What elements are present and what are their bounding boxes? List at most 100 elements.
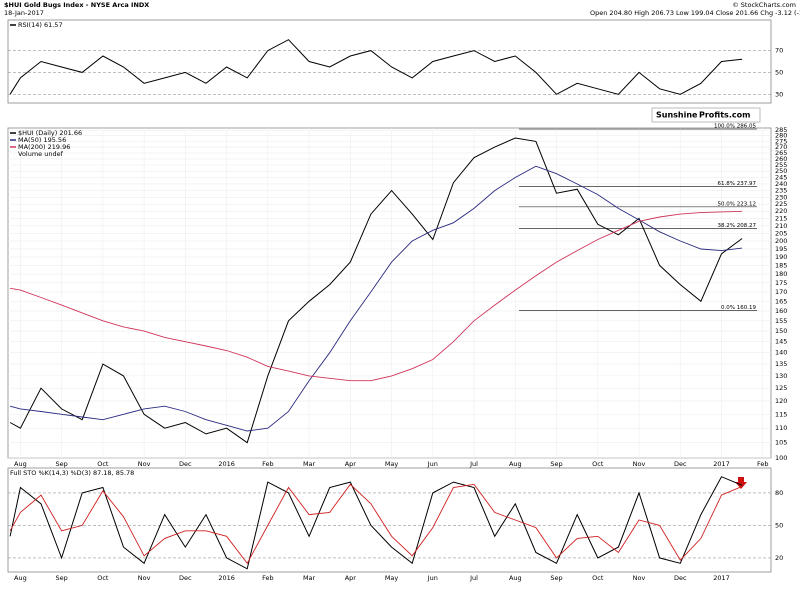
y-tick-label: 180 (775, 270, 787, 278)
y-tick-label: 185 (775, 261, 787, 269)
x-tick-label: Oct (97, 574, 109, 582)
y-tick-label: 165 (775, 297, 787, 305)
panel-frame (7, 19, 772, 104)
x-tick-label: May (385, 460, 399, 468)
y-tick-label: 170 (775, 288, 787, 296)
series-line (9, 165, 743, 432)
x-tick-label: Jun (427, 574, 438, 582)
y-tick-label: 220 (775, 207, 787, 215)
x-tick-label: 2016 (218, 574, 235, 582)
y-tick-label: 230 (775, 193, 787, 201)
y-tick-label: 260 (775, 155, 787, 163)
x-tick-label: Oct (592, 460, 604, 468)
legend-label: RSI(14) 61.57 (18, 21, 63, 29)
y-tick-label: 195 (775, 245, 787, 253)
y-tick-label: 145 (775, 338, 787, 346)
y-tick-label: 210 (775, 222, 787, 230)
x-tick-label: Oct (592, 574, 604, 582)
x-tick-label: Feb (262, 574, 274, 582)
y-tick-label: 140 (775, 349, 787, 357)
legend-label: Full STO %K(14,3) %D(3) 87.18, 85.78 (10, 469, 134, 477)
legend-label: MA(50) 195.56 (18, 136, 66, 144)
y-tick-label: 280 (775, 132, 787, 140)
x-tick-label: Dec (674, 460, 687, 468)
x-tick-label: Apr (345, 460, 357, 468)
x-tick-label: 2017 (713, 574, 730, 582)
x-tick-label: Nov (138, 460, 151, 468)
y-tick-label: 190 (775, 253, 787, 261)
series-line (9, 476, 743, 570)
y-tick-label: 105 (775, 439, 787, 447)
series-line (9, 39, 743, 95)
x-tick-label: Sep (550, 460, 562, 468)
y-tick-label: 70 (775, 47, 783, 55)
x-tick-label: Jun (427, 460, 438, 468)
chart-date: 18-Jan-2017 (4, 9, 44, 17)
y-tick-label: 50 (775, 521, 783, 529)
y-tick-label: 275 (775, 137, 787, 145)
y-tick-label: 125 (775, 384, 787, 392)
x-tick-label: Mar (303, 574, 316, 582)
x-tick-label: Feb (757, 460, 769, 468)
y-tick-label: 235 (775, 187, 787, 195)
x-tick-label: Dec (179, 574, 192, 582)
series-line (9, 483, 743, 565)
x-tick-label: Apr (345, 574, 357, 582)
arrow (735, 477, 747, 489)
y-tick-label: 100 (775, 454, 787, 462)
y-tick-label: 150 (775, 327, 787, 335)
x-tick-label: Mar (303, 460, 316, 468)
y-tick-label: 80 (775, 489, 783, 497)
y-tick-label: 215 (775, 214, 787, 222)
x-tick-label: Nov (633, 574, 646, 582)
x-tick-label: Jul (469, 460, 478, 468)
y-tick-label: 245 (775, 174, 787, 182)
x-tick-label: Nov (138, 574, 151, 582)
x-tick-label: Oct (97, 460, 109, 468)
y-tick-label: 160 (775, 307, 787, 315)
y-tick-label: 120 (775, 397, 787, 405)
y-tick-label: 50 (775, 68, 783, 76)
logo-part: Profits.com (699, 111, 750, 120)
x-tick-label: Aug (509, 460, 522, 468)
y-tick-label: 130 (775, 372, 787, 380)
legend-label: $HUI (Daily) 201.66 (18, 129, 82, 137)
chart-title: $HUI Gold Bugs Index - NYSE Arca INDX (4, 1, 149, 9)
series-line (9, 137, 743, 444)
x-tick-label: Feb (262, 460, 274, 468)
y-tick-label: 270 (775, 143, 787, 151)
panel-frame (7, 467, 772, 573)
x-tick-label: Aug (14, 460, 27, 468)
x-tick-label: Jul (469, 574, 478, 582)
y-tick-label: 285 (775, 126, 787, 134)
y-tick-label: 20 (775, 554, 783, 562)
credit: © StockCharts.com (732, 1, 796, 9)
x-tick-label: Dec (674, 574, 687, 582)
y-tick-label: 240 (775, 180, 787, 188)
y-tick-label: 175 (775, 279, 787, 287)
ohlc: Open 204.80 High 206.73 Low 199.04 Close… (590, 9, 800, 17)
fib-label: 50.0% 223.12 (718, 201, 756, 207)
y-tick-label: 30 (775, 90, 783, 98)
x-tick-label: Sep (55, 574, 67, 582)
fib-label: 38.2% 208.27 (718, 223, 757, 229)
y-tick-label: 200 (775, 237, 787, 245)
legend-label: MA(200) 219.96 (18, 143, 70, 151)
x-tick-label: May (385, 574, 399, 582)
x-tick-label: Aug (14, 574, 27, 582)
y-tick-label: 155 (775, 317, 787, 325)
y-tick-label: 250 (775, 167, 787, 175)
y-tick-label: 265 (775, 149, 787, 157)
x-tick-label: 2017 (713, 460, 730, 468)
y-tick-label: 205 (775, 229, 787, 237)
x-tick-label: Sep (550, 574, 562, 582)
y-tick-label: 115 (775, 410, 787, 418)
fib-label: 100.0% 286.05 (714, 124, 756, 130)
x-tick-label: Dec (179, 460, 192, 468)
y-tick-label: 135 (775, 360, 787, 368)
logo-box (651, 107, 761, 123)
y-tick-label: 255 (775, 161, 787, 169)
x-tick-label: Sep (55, 460, 67, 468)
